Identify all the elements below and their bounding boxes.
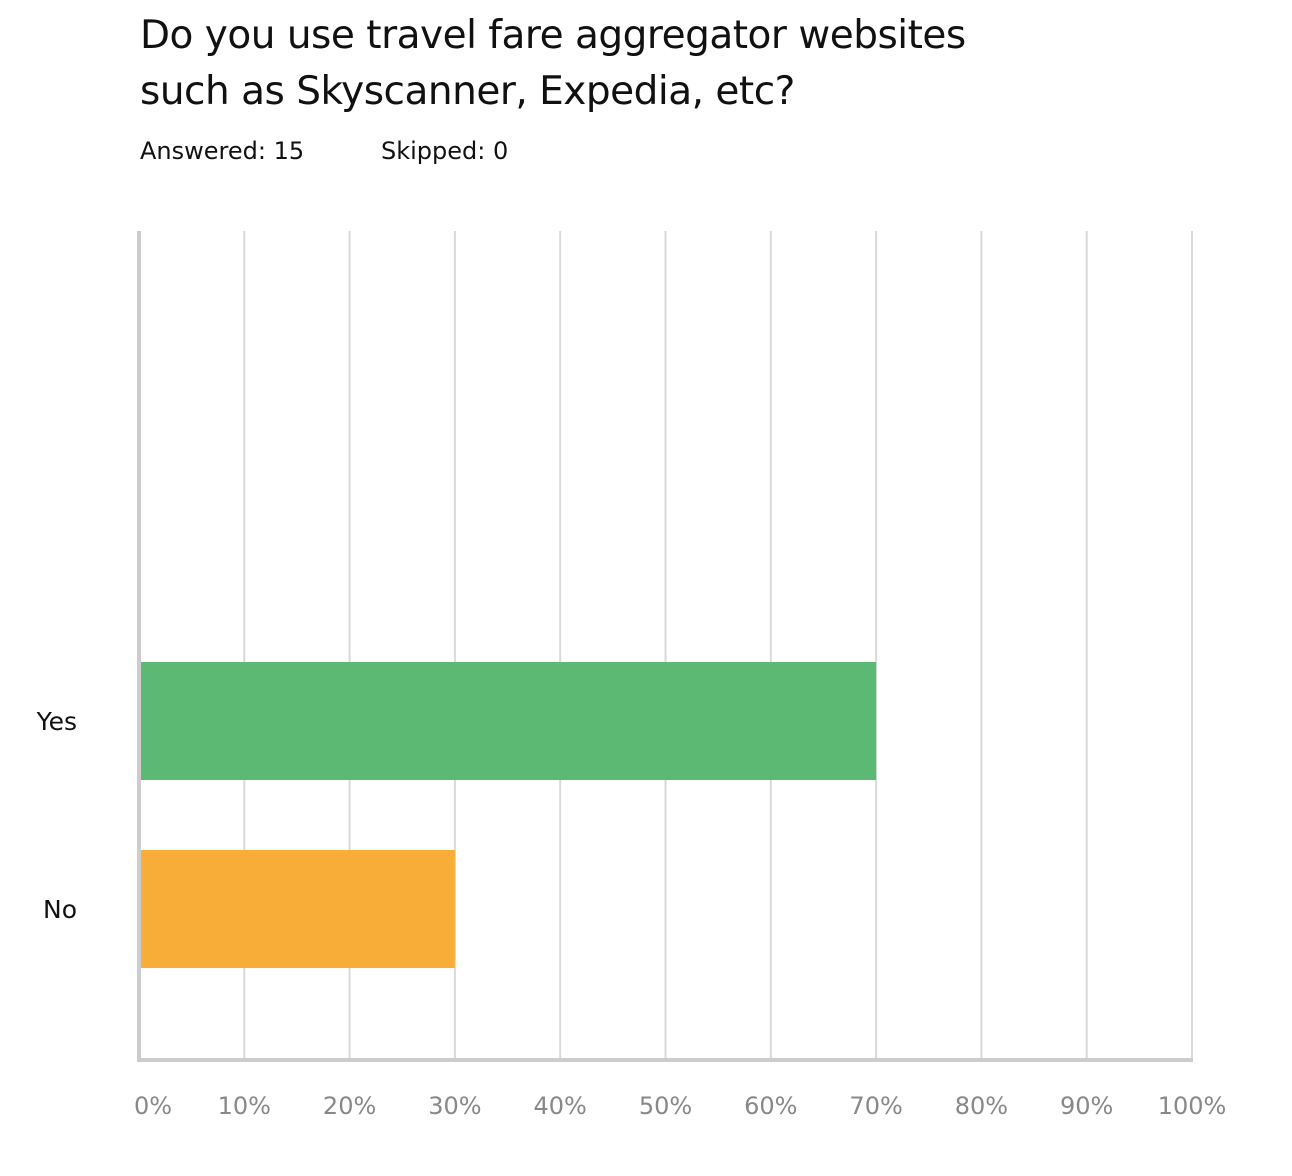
chart-title-line-1: Do you use travel fare aggregator websit… — [140, 13, 966, 58]
bar-no — [139, 850, 455, 968]
x-tick-label: 60% — [744, 1092, 797, 1120]
category-label-yes: Yes — [36, 707, 77, 736]
x-tick-label: 80% — [955, 1092, 1008, 1120]
x-tick-label: 70% — [849, 1092, 902, 1120]
chart-title-line-2: such as Skyscanner, Expedia, etc? — [140, 69, 795, 114]
x-tick-label: 20% — [323, 1092, 376, 1120]
labels: 0% 10% 20% 30% 40% 50% 60% 70% 80% 90% 100% Yes No — [36, 707, 1227, 1120]
category-label-no: No — [43, 895, 77, 924]
bars — [139, 662, 877, 968]
x-tick-label: 100% — [1158, 1092, 1227, 1120]
x-tick-label: 40% — [534, 1092, 587, 1120]
x-tick-label: 50% — [639, 1092, 692, 1120]
x-tick-label: 30% — [428, 1092, 481, 1120]
chart-title: Do you use travel fare aggregator websit… — [140, 8, 1140, 120]
x-tick-label: 10% — [218, 1092, 271, 1120]
answered-count: Answered: 15 — [140, 137, 305, 165]
bar-yes — [139, 662, 877, 780]
x-tick-label: 90% — [1060, 1092, 1113, 1120]
skipped-count: Skipped: 0 — [381, 137, 509, 165]
axes — [137, 231, 1193, 1062]
x-tick-label: 0% — [134, 1092, 172, 1120]
